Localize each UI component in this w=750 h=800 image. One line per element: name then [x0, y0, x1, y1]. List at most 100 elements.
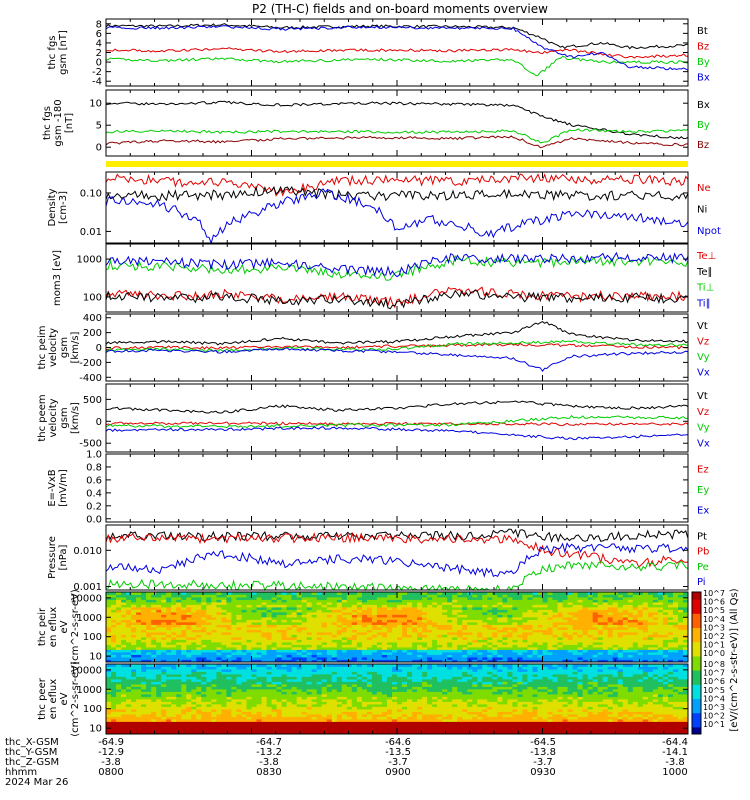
spectrogram-cell	[121, 704, 127, 707]
spectrogram-cell	[246, 604, 252, 608]
spectrogram-cell	[557, 637, 563, 640]
spectrogram-cell	[356, 617, 363, 620]
spectrogram-cell	[427, 594, 433, 598]
spectrogram-cell	[281, 592, 287, 595]
spectrogram-cell	[161, 607, 167, 610]
spectrogram-cell	[552, 597, 558, 600]
spectrogram-cell	[306, 622, 313, 625]
spectrogram-cell	[683, 592, 689, 595]
spectrogram-cell	[181, 624, 187, 628]
spectrogram-cell	[552, 612, 558, 615]
series-line-Vx	[105, 426, 689, 441]
spectrogram-cell	[542, 609, 548, 613]
spectrogram-cell	[542, 629, 548, 633]
spectrogram-cell	[662, 597, 669, 600]
spectrogram-cell	[346, 654, 353, 658]
spectrogram-cell	[181, 649, 187, 653]
spectrogram-cell	[291, 644, 297, 648]
spectrogram-cell	[201, 612, 207, 615]
spectrogram-cell	[136, 659, 142, 663]
spectrogram-cell	[497, 629, 503, 633]
spectrogram-cell	[346, 647, 353, 650]
spectrogram-cell	[216, 664, 222, 667]
spectrogram-cell	[111, 634, 117, 638]
spectrogram-cell	[241, 669, 247, 672]
spectrogram-cell	[111, 684, 117, 687]
spectrogram-cell	[507, 624, 513, 628]
spectrogram-cell	[547, 614, 553, 618]
spectrogram-cell	[146, 594, 152, 598]
spectrogram-cell	[572, 637, 578, 640]
spectrogram-cell	[306, 597, 313, 600]
spectrogram-cell	[281, 599, 287, 603]
spectrogram-cell	[216, 644, 222, 648]
spectrogram-cell	[106, 721, 112, 725]
spectrogram-cell	[502, 649, 508, 653]
spectrogram-cell	[106, 666, 112, 670]
spectrogram-cell	[251, 696, 257, 700]
spectrogram-cell	[236, 617, 242, 620]
spectrogram-cell	[447, 657, 453, 660]
spectrogram-cell	[482, 597, 488, 600]
spectrogram-cell	[306, 607, 313, 610]
spectrogram-cell	[126, 592, 132, 595]
spectrogram-cell	[522, 654, 528, 658]
spectrogram-cell	[206, 671, 212, 675]
spectrogram-cell	[246, 691, 252, 695]
spectrogram-cell	[437, 592, 443, 595]
spectrogram-cell	[657, 612, 664, 615]
spectrogram-cell	[276, 642, 282, 645]
spectrogram-cell	[577, 624, 583, 628]
spectrogram-cell	[146, 679, 152, 682]
series-line-Te⊥	[105, 286, 689, 309]
spectrogram-cell	[582, 632, 588, 635]
spectrogram-cell	[271, 607, 277, 610]
spectrogram-cell	[191, 627, 197, 630]
spectrogram-cell	[457, 639, 463, 643]
spectrogram-cell	[141, 637, 147, 640]
spectrogram-cell	[146, 649, 152, 653]
spectrogram-cell	[612, 649, 619, 653]
spectrogram-cell	[186, 716, 192, 720]
spectrogram-cell	[316, 634, 323, 638]
spectrogram-cell	[211, 724, 217, 727]
spectrogram-cell	[632, 594, 639, 598]
spectrogram-cell	[652, 619, 659, 623]
spectrogram-cell	[331, 617, 338, 620]
spectrogram-cell	[572, 652, 578, 655]
spectrogram-cell	[492, 642, 498, 645]
spectrogram-cell	[592, 642, 599, 645]
spectrogram-cell	[512, 614, 518, 618]
spectrogram-cell	[236, 637, 242, 640]
spectrogram-cell	[161, 666, 167, 670]
spectrogram-cell	[672, 622, 679, 625]
spectrogram-cell	[261, 701, 267, 705]
series-line-Bz	[105, 135, 689, 149]
spectrogram-cell	[166, 714, 172, 717]
spectrogram-cell	[336, 614, 343, 618]
series-line-By	[105, 55, 689, 77]
spectrogram-cell	[136, 709, 142, 712]
spectrogram-cell	[572, 592, 578, 595]
spectrogram-cell	[286, 619, 292, 623]
spectrogram-cell	[136, 604, 142, 608]
spectrogram-cell	[181, 612, 187, 615]
spectrogram-cell	[632, 644, 639, 648]
spectrogram-cell	[166, 602, 172, 605]
spectrogram-cell	[281, 644, 287, 648]
spectrogram-cell	[311, 619, 318, 623]
spectrogram-cell	[306, 644, 313, 648]
spectrogram-cell	[427, 639, 433, 643]
spectrogram-cell	[607, 637, 614, 640]
spectrogram-cell	[532, 637, 538, 640]
spectrogram-cell	[146, 701, 152, 705]
spectrogram-cell	[532, 599, 538, 603]
y-tick-label: 400	[83, 313, 102, 324]
spectrogram-cell	[141, 614, 147, 618]
spectrogram-cell	[226, 614, 232, 618]
spectrogram-cell	[271, 696, 277, 700]
spectrogram-cell	[351, 644, 358, 648]
spectrogram-cell	[226, 647, 232, 650]
spectrogram-cell	[206, 629, 212, 633]
spectrogram-cell	[341, 654, 348, 658]
